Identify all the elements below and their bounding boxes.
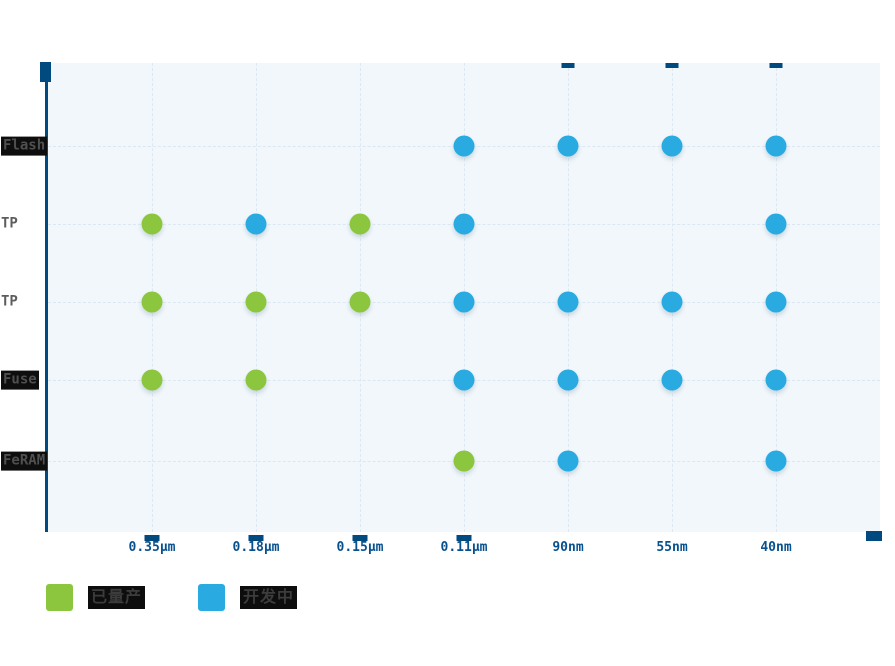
data-point[interactable] xyxy=(245,369,267,391)
data-point[interactable] xyxy=(765,213,787,235)
data-point[interactable] xyxy=(765,450,787,472)
data-point[interactable] xyxy=(661,369,683,391)
data-point[interactable] xyxy=(245,213,267,235)
data-point[interactable] xyxy=(661,135,683,157)
data-point[interactable] xyxy=(557,450,579,472)
axis-tick-bottom xyxy=(144,535,160,541)
data-point[interactable] xyxy=(141,291,163,313)
y-axis-label: TP xyxy=(1,293,18,310)
axis-tick-bottom xyxy=(456,535,472,541)
data-point[interactable] xyxy=(765,369,787,391)
data-point[interactable] xyxy=(765,291,787,313)
axis-tick-top xyxy=(665,63,679,68)
x-axis-label: 0.35μm xyxy=(128,540,176,555)
data-point[interactable] xyxy=(349,291,371,313)
data-point[interactable] xyxy=(141,369,163,391)
y-axis-label: FeRAM xyxy=(1,451,48,471)
legend-item-mass-produced[interactable]: 已量产 xyxy=(46,584,146,611)
data-point[interactable] xyxy=(349,213,371,235)
data-point[interactable] xyxy=(453,369,475,391)
data-point[interactable] xyxy=(661,291,683,313)
data-point[interactable] xyxy=(557,369,579,391)
x-axis-label: 0.15μm xyxy=(336,540,384,555)
legend-item-in-development[interactable]: 开发中 xyxy=(198,584,298,611)
y-axis-cap-block xyxy=(40,62,51,82)
x-axis-label: 0.18μm xyxy=(232,540,280,555)
legend-label-mass-produced: 已量产 xyxy=(88,585,146,610)
data-point[interactable] xyxy=(765,135,787,157)
y-axis-label: Fuse xyxy=(1,370,39,390)
axis-tick-bottom xyxy=(352,535,368,541)
data-point[interactable] xyxy=(557,291,579,313)
y-axis-label: TP xyxy=(1,215,18,232)
y-axis-labels: Flash TP TP Fuse FeRAM xyxy=(0,63,48,532)
axis-corner-block xyxy=(866,531,882,541)
x-axis-ticks xyxy=(48,535,880,541)
data-point[interactable] xyxy=(245,291,267,313)
axis-tick-bottom xyxy=(248,535,264,541)
x-axis-label: 40nm xyxy=(760,540,792,555)
data-point[interactable] xyxy=(453,135,475,157)
legend-swatch-green-icon xyxy=(46,584,73,611)
plot-area xyxy=(48,63,880,532)
data-point[interactable] xyxy=(453,291,475,313)
data-point[interactable] xyxy=(141,213,163,235)
data-point[interactable] xyxy=(453,213,475,235)
data-point[interactable] xyxy=(453,450,475,472)
x-axis-label: 0.11μm xyxy=(440,540,488,555)
data-point[interactable] xyxy=(557,135,579,157)
x-axis-labels: 0.35μm 0.18μm 0.15μm 0.11μm 90nm 55nm 40nm xyxy=(48,540,880,558)
axis-tick-top xyxy=(769,63,783,68)
axis-tick-top xyxy=(561,63,575,68)
x-axis-label: 55nm xyxy=(656,540,688,555)
x-axis-label: 90nm xyxy=(552,540,584,555)
legend-label-in-development: 开发中 xyxy=(240,585,298,610)
y-axis-line xyxy=(45,62,48,532)
legend-swatch-blue-icon xyxy=(198,584,225,611)
y-axis-label: Flash xyxy=(1,136,48,156)
